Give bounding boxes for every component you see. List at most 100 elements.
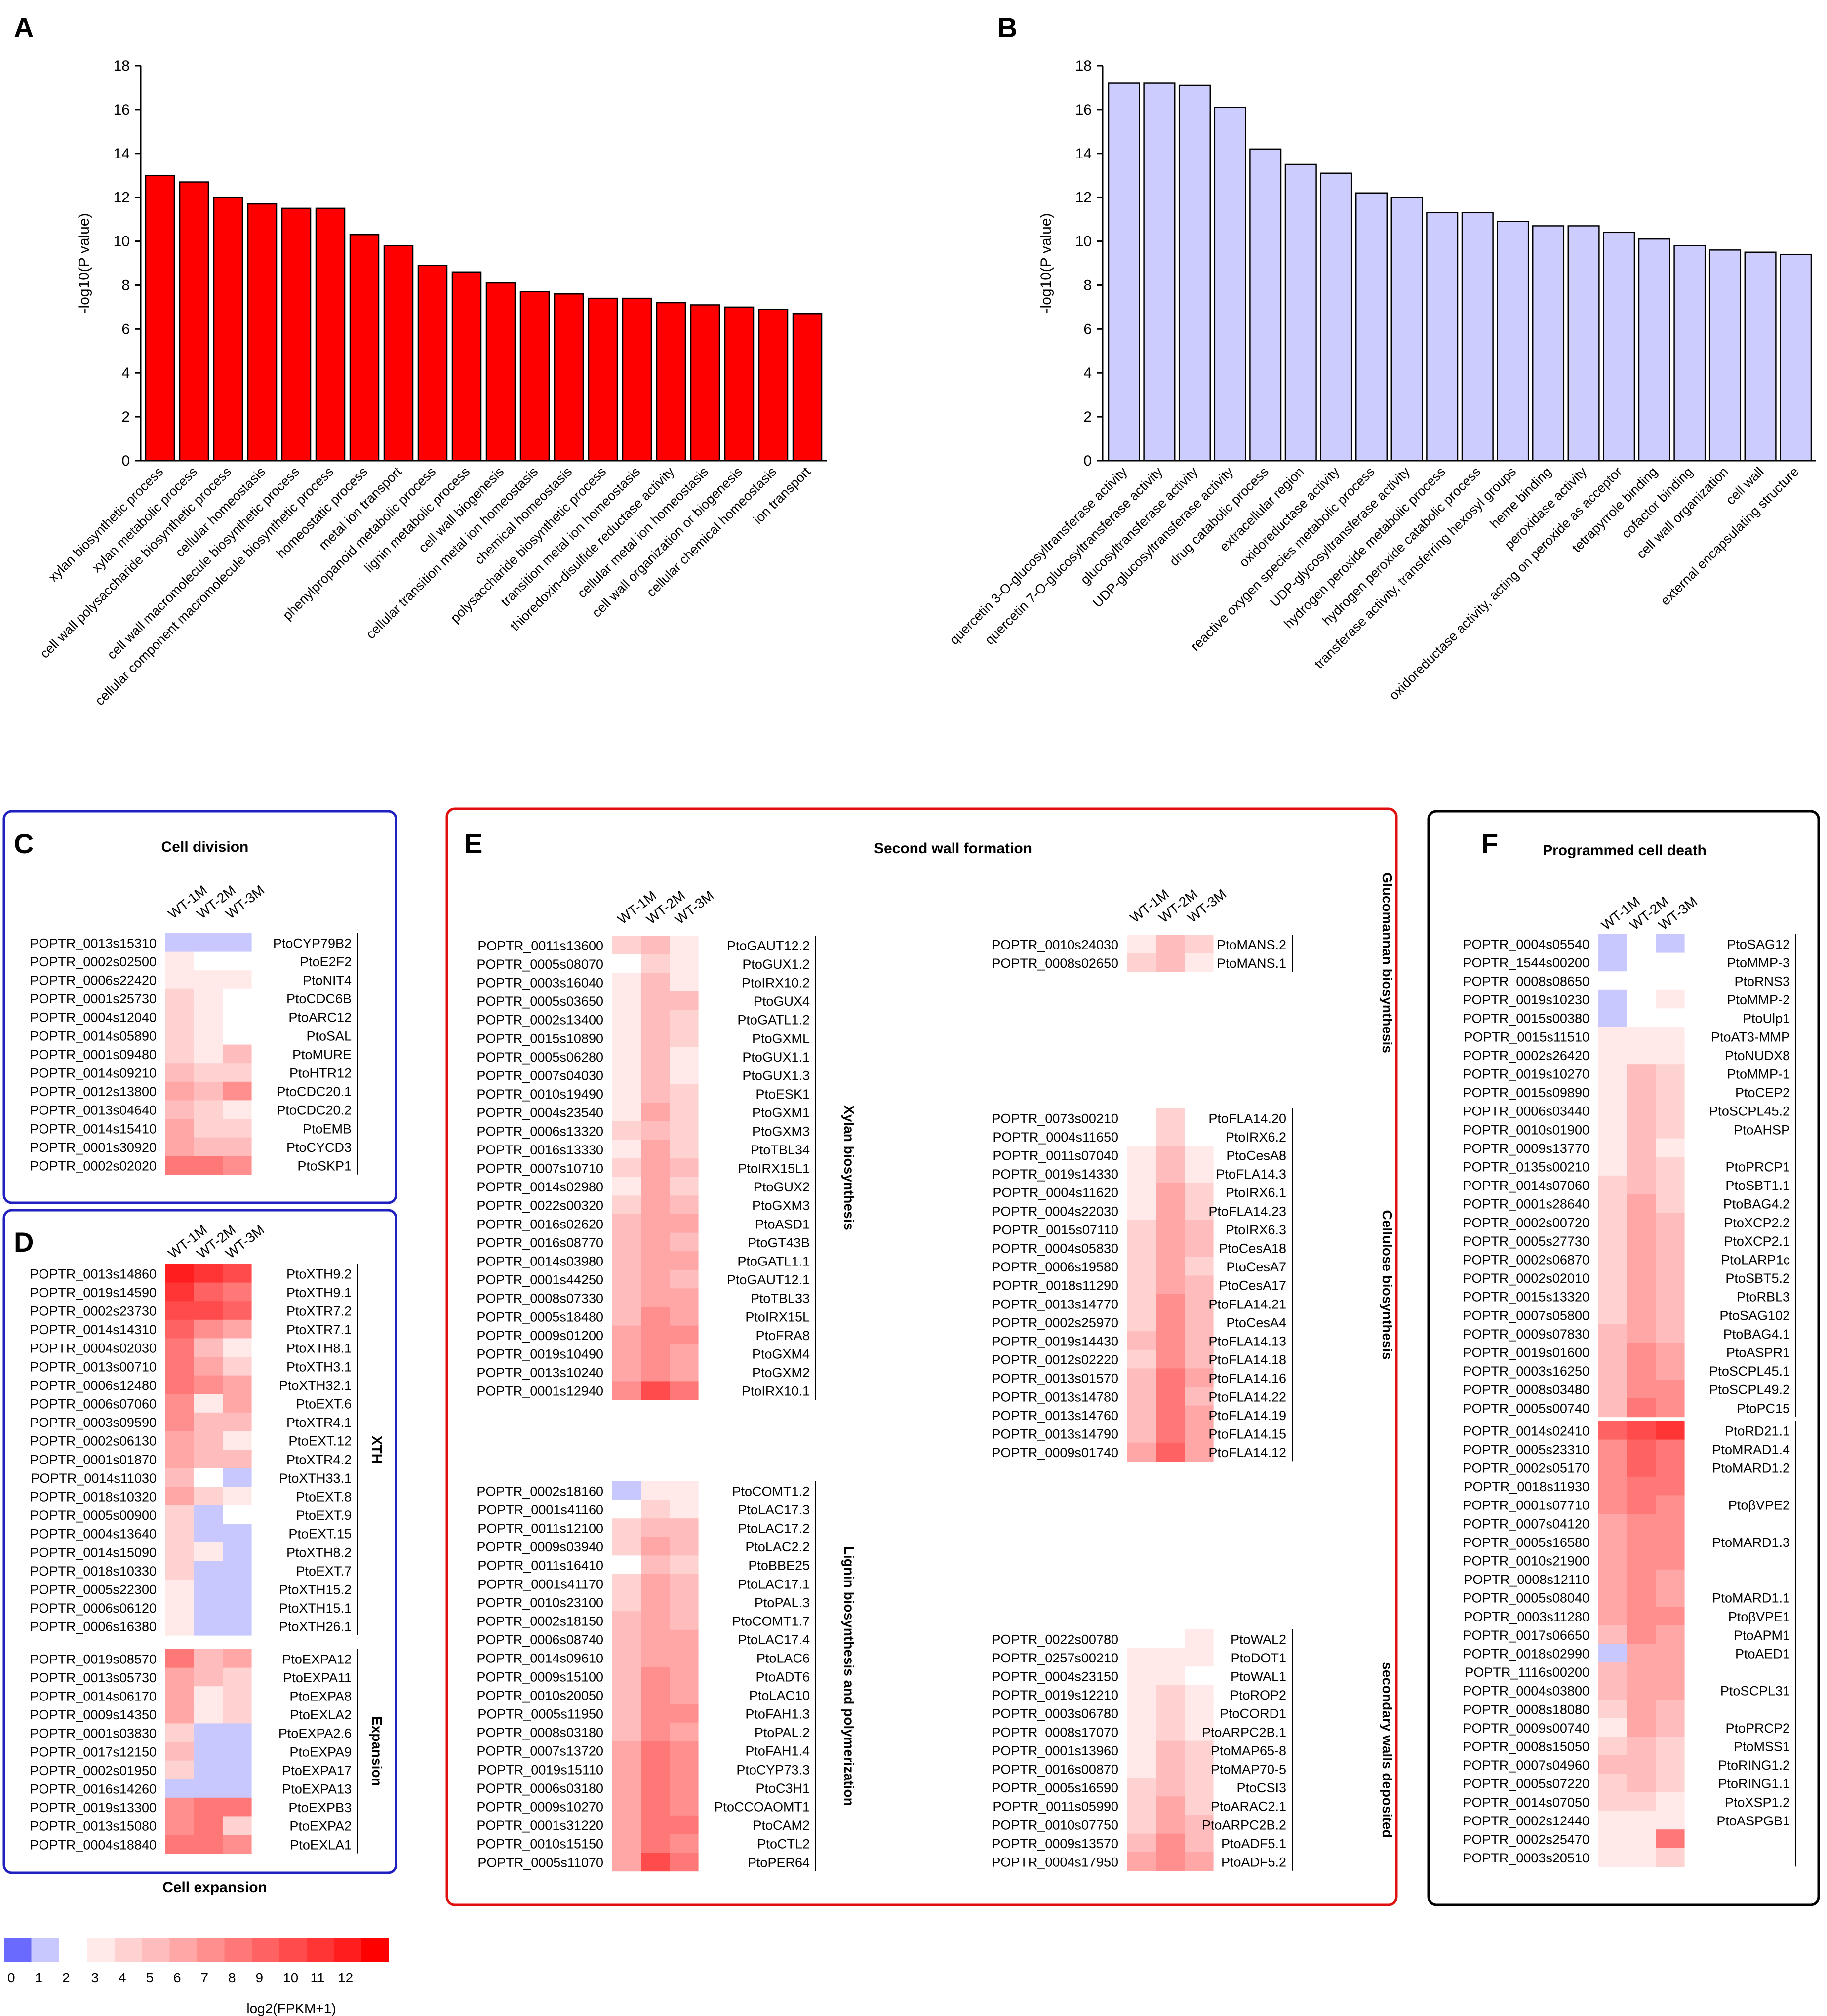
heatmap-cell xyxy=(165,1667,195,1687)
gene-id: POPTR_0002s26420 xyxy=(1463,1048,1589,1063)
gene-id: POPTR_0017s12150 xyxy=(30,1744,157,1759)
gene-id: POPTR_0019s14590 xyxy=(30,1285,157,1300)
gene-name: PtoNIT4 xyxy=(303,973,352,988)
heatmap-cell xyxy=(1598,1588,1628,1607)
heatmap-cell xyxy=(612,1269,641,1289)
gene-id: POPTR_0001s03830 xyxy=(30,1726,157,1741)
heatmap-cell xyxy=(1627,1380,1656,1399)
gene-name: PtoβVPE2 xyxy=(1728,1498,1790,1513)
heatmap-cell xyxy=(670,1084,699,1103)
heatmap-cell xyxy=(1185,1275,1214,1295)
heatmap-cell xyxy=(612,973,641,992)
gene-name: PtoIRX15L xyxy=(745,1309,810,1324)
heatmap-cell xyxy=(1656,1495,1685,1514)
heatmap-cell xyxy=(165,1357,195,1376)
heatmap-cell xyxy=(641,1537,670,1556)
heatmap-cell xyxy=(612,1251,641,1270)
heatmap-cell xyxy=(670,1288,699,1307)
heatmap-cell xyxy=(1627,1064,1656,1083)
heatmap-cell xyxy=(223,1742,252,1761)
heatmap-cell xyxy=(1656,1532,1685,1551)
gene-name: PtoFLA14.20 xyxy=(1208,1111,1286,1126)
gene-name: PtoPRCP2 xyxy=(1725,1721,1790,1736)
gene-id: POPTR_0003s11280 xyxy=(1464,1609,1589,1624)
heatmap-cell xyxy=(194,1468,223,1487)
heatmap-cell xyxy=(1656,989,1685,1009)
heatmap-cell xyxy=(223,1282,252,1302)
heatmap-cell xyxy=(1598,1811,1628,1830)
gene-name: PtoFLA14.21 xyxy=(1208,1297,1286,1311)
heatmap-cell xyxy=(1627,1662,1656,1681)
heatmap-cell xyxy=(670,1778,699,1797)
heatmap-cell xyxy=(612,954,641,973)
gene-name: PtoGAUT12.1 xyxy=(727,1272,810,1287)
heatmap-cell xyxy=(1598,1231,1628,1250)
heatmap-cell xyxy=(1127,1387,1156,1406)
heatmap-cell xyxy=(612,1381,641,1400)
gene-name: PtoEXT.12 xyxy=(288,1434,352,1449)
gene-name: PtoAHSP xyxy=(1734,1122,1790,1137)
heatmap-cell xyxy=(1627,1551,1656,1570)
gene-name: PtoXCP2.2 xyxy=(1724,1215,1790,1230)
heatmap-cell xyxy=(670,1555,699,1575)
heatmap-cell xyxy=(1598,1829,1628,1849)
gene-id: POPTR_0006s13320 xyxy=(477,1124,603,1139)
heatmap-cell xyxy=(612,1778,641,1797)
gene-id: POPTR_0019s15110 xyxy=(477,1762,603,1777)
gene-name: PtoCORD1 xyxy=(1220,1706,1286,1721)
heatmap-cell xyxy=(1185,1368,1214,1387)
gene-name: PtoEXPA2 xyxy=(289,1819,352,1834)
heatmap-cell xyxy=(670,991,699,1010)
heatmap-cell xyxy=(1127,1108,1156,1128)
group-label: Glucomannan biosynthesis xyxy=(1380,872,1395,1053)
y-tick-label: 12 xyxy=(1075,190,1092,206)
gene-id: POPTR_0005s22300 xyxy=(30,1582,157,1597)
gene-name: PtoMAP65-8 xyxy=(1211,1743,1286,1758)
heatmap-cell xyxy=(1656,1398,1685,1418)
heatmap-cell xyxy=(1185,1815,1214,1834)
heatmap-cell xyxy=(1598,1120,1628,1139)
legend-tick-label: 5 xyxy=(146,1970,154,1985)
heatmap-cell xyxy=(165,1686,195,1705)
bar xyxy=(1284,163,1317,462)
heatmap-cell xyxy=(1627,1175,1656,1194)
heatmap-cell xyxy=(223,1264,252,1283)
heatmap-cell xyxy=(1156,1108,1185,1128)
gene-name: PtoMMP-1 xyxy=(1727,1067,1790,1082)
heatmap-cell xyxy=(1127,1349,1156,1369)
gene-name: PtoEXPA11 xyxy=(283,1670,352,1685)
gene-id: POPTR_0019s10270 xyxy=(1463,1067,1589,1082)
heatmap-cell xyxy=(165,1450,195,1469)
heatmap-cell xyxy=(612,1195,641,1215)
gene-id: POPTR_0014s07050 xyxy=(1463,1795,1589,1810)
heatmap-cell xyxy=(641,1500,670,1519)
heatmap-cell xyxy=(223,1394,252,1413)
legend-swatch xyxy=(361,1938,389,1962)
gene-name: PtoEXT.6 xyxy=(296,1397,352,1412)
heatmap-cell xyxy=(1598,1681,1628,1700)
gene-name: PtoSBT5.2 xyxy=(1725,1271,1790,1286)
heatmap-cell xyxy=(1127,1257,1156,1276)
gene-id: POPTR_0004s11620 xyxy=(993,1186,1118,1200)
gene-id: POPTR_0004s18840 xyxy=(30,1837,157,1852)
panel-frame-e xyxy=(445,807,1398,1906)
heatmap-cell xyxy=(223,970,252,989)
gene-id: POPTR_0003s06780 xyxy=(992,1706,1118,1721)
gene-name: PtoRING1.2 xyxy=(1718,1758,1790,1773)
gene-name: PtoASPR1 xyxy=(1726,1345,1790,1360)
gene-name: PtoSKP1 xyxy=(297,1159,352,1174)
gene-name: PtoFLA14.12 xyxy=(1208,1445,1286,1460)
legend-tick-label: 1 xyxy=(35,1970,43,1985)
group-label: Xylan biosynthesis xyxy=(841,1105,857,1230)
legend-swatch xyxy=(307,1938,334,1962)
gene-id: POPTR_0019s14330 xyxy=(992,1167,1118,1182)
heatmap-cell xyxy=(1656,1045,1685,1065)
heatmap-cell xyxy=(223,951,252,971)
gene-name: PtoHTR12 xyxy=(289,1066,352,1081)
heatmap-cell xyxy=(1156,1164,1185,1183)
gene-id: POPTR_0019s12210 xyxy=(992,1688,1118,1702)
heatmap-cell xyxy=(223,1816,252,1835)
heatmap-cell xyxy=(1627,1476,1656,1496)
heatmap-cell xyxy=(1127,1275,1156,1295)
